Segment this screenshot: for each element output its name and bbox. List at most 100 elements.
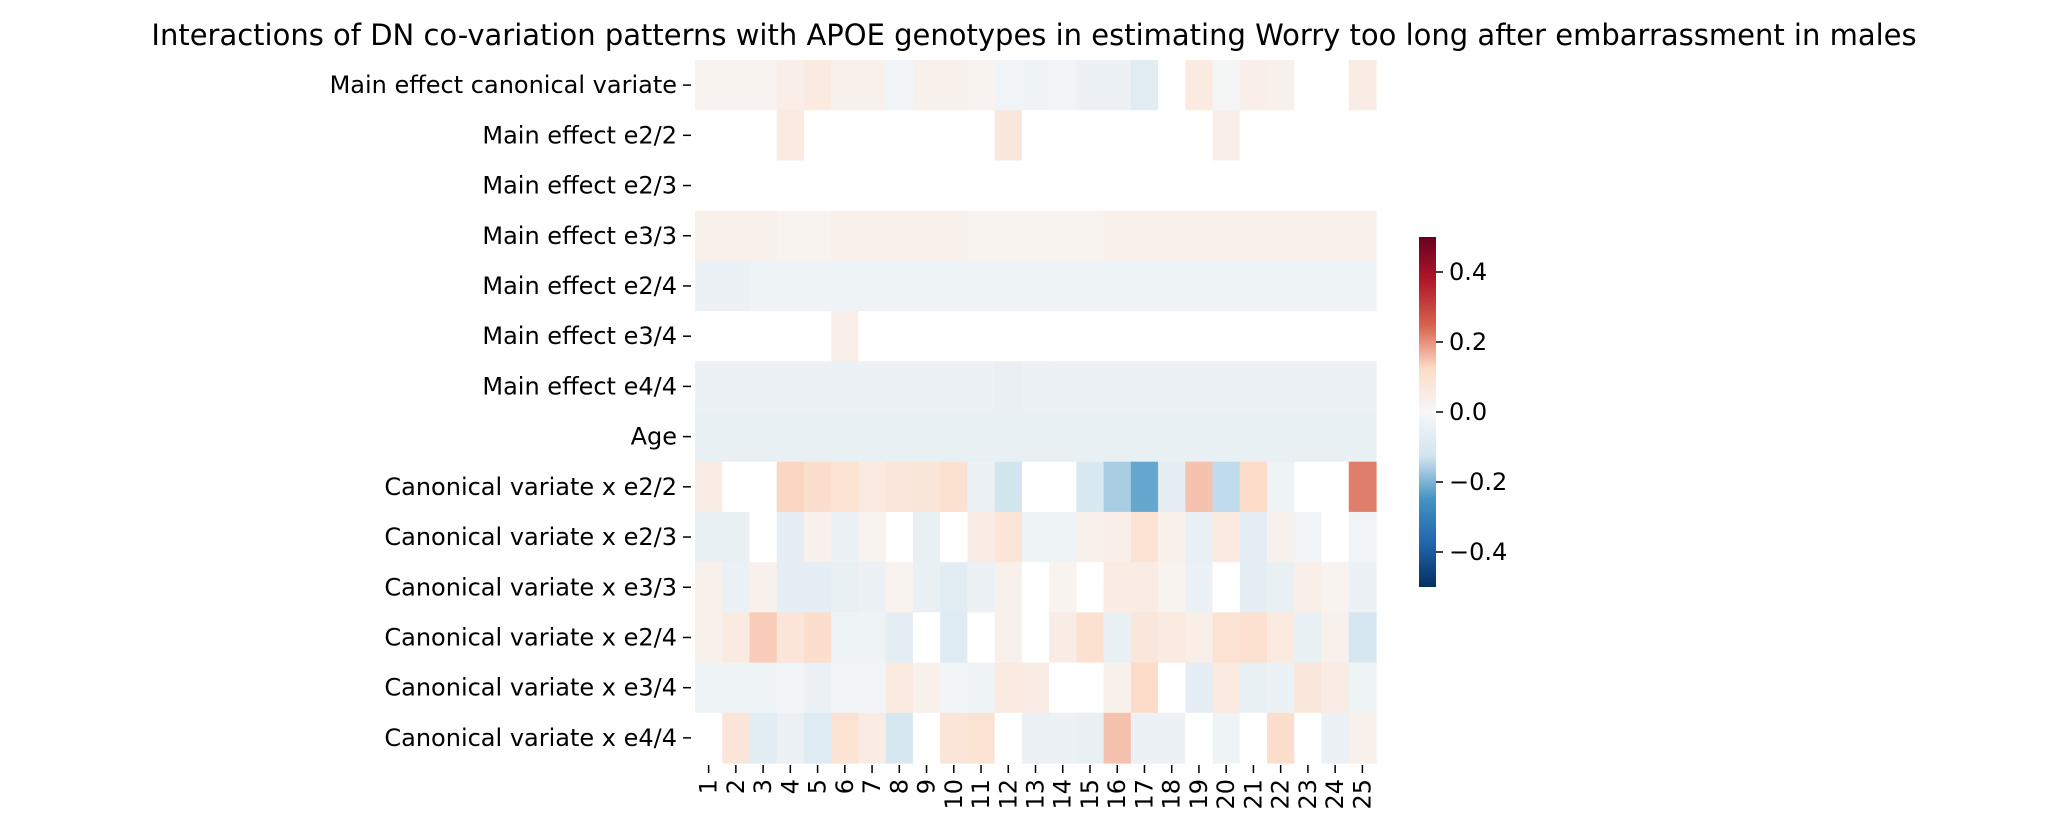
heatmap-cell [1021, 311, 1050, 362]
heatmap-cell [885, 60, 914, 111]
heatmap-cell [885, 210, 914, 262]
heatmap-cell [1348, 562, 1377, 613]
heatmap-cell [695, 712, 723, 764]
heatmap-cell [885, 712, 914, 764]
heatmap-cell [1294, 361, 1323, 413]
heatmap-cell [912, 311, 941, 362]
heatmap-cell [1130, 361, 1159, 413]
heatmap-cell [1049, 361, 1077, 413]
heatmap-cell [1185, 662, 1214, 714]
heatmap-cell [1103, 311, 1132, 362]
heatmap-cell [912, 612, 941, 664]
heatmap-cell [1049, 662, 1077, 714]
heatmap-cell [994, 311, 1023, 362]
heatmap-cell [885, 562, 914, 613]
heatmap-cell [1021, 260, 1050, 312]
heatmap-cell [1267, 160, 1295, 212]
heatmap-cell [994, 210, 1023, 262]
heatmap-cell [695, 461, 723, 513]
heatmap-cell [1267, 361, 1295, 413]
x-tick-label: 4 [776, 779, 804, 794]
heatmap-cell [994, 361, 1023, 413]
heatmap-cell [1321, 110, 1350, 162]
heatmap-cell [749, 260, 778, 312]
heatmap-cell [1103, 662, 1132, 714]
heatmap-cell [1348, 712, 1377, 764]
heatmap-cell [858, 60, 887, 111]
colorbar-tick-label: 0.2 [1449, 328, 1487, 356]
y-tick-label: Canonical variate x e3/4 [384, 674, 677, 702]
heatmap-cell [1267, 662, 1295, 714]
heatmap-cell [776, 160, 805, 212]
heatmap-cell [1185, 60, 1214, 111]
heatmap-cell [1103, 361, 1132, 413]
heatmap-cell [1021, 160, 1050, 212]
heatmap-cell [1049, 511, 1077, 563]
heatmap-cell [776, 461, 805, 513]
heatmap-cell [722, 361, 751, 413]
heatmap-cell [1185, 411, 1214, 463]
heatmap-cell [803, 260, 832, 312]
heatmap-cell [967, 361, 996, 413]
heatmap-cell [1158, 461, 1186, 513]
heatmap-cell [1321, 662, 1350, 714]
heatmap-cell [1158, 712, 1186, 764]
heatmap-cell [1049, 562, 1077, 613]
heatmap-cell [912, 562, 941, 613]
heatmap-cell [1267, 110, 1295, 162]
heatmap-cell [1212, 461, 1241, 513]
colorbar-tick-label: −0.4 [1449, 538, 1507, 566]
heatmap-cell [1049, 411, 1077, 463]
heatmap-cell [1321, 411, 1350, 463]
heatmap-cell [1212, 311, 1241, 362]
heatmap-cell [940, 712, 968, 764]
heatmap-cell [912, 461, 941, 513]
heatmap-cell [967, 411, 996, 463]
heatmap-cell [885, 612, 914, 664]
heatmap-cell [1076, 562, 1105, 613]
heatmap-cell [1076, 662, 1105, 714]
x-tick-label: 17 [1130, 779, 1158, 810]
heatmap-cell [1021, 60, 1050, 111]
x-tick-label: 23 [1294, 779, 1322, 810]
heatmap-cell [1185, 712, 1214, 764]
heatmap-cell [1239, 662, 1268, 714]
heatmap-cell [1185, 562, 1214, 613]
heatmap-cell [1049, 612, 1077, 664]
heatmap-cell [1021, 110, 1050, 162]
heatmap-cell [1130, 411, 1159, 463]
heatmap-cell [776, 562, 805, 613]
heatmap-cell [1321, 60, 1350, 111]
heatmap-cell [967, 110, 996, 162]
heatmap-cell [967, 562, 996, 613]
heatmap-cell [858, 411, 887, 463]
heatmap-cell [776, 662, 805, 714]
heatmap-cell [1158, 260, 1186, 312]
heatmap-cell [994, 712, 1023, 764]
heatmap-cell [940, 160, 968, 212]
heatmap-cell [1158, 210, 1186, 262]
heatmap-cell [695, 210, 723, 262]
heatmap-cell [776, 612, 805, 664]
heatmap-cell [1158, 160, 1186, 212]
heatmap-cell [722, 160, 751, 212]
heatmap-cell [749, 361, 778, 413]
heatmap-cell [776, 511, 805, 563]
heatmap-cell [912, 361, 941, 413]
heatmap-cell [912, 260, 941, 312]
heatmap-cell [1348, 511, 1377, 563]
heatmap-cell [1021, 461, 1050, 513]
x-axis: 1 2 3 4 5 6 7 8 9 10 11 12 13 14 15 16 17 18 19 20 21 22 23 24 2… [695, 765, 1376, 810]
heatmap-cell [1239, 60, 1268, 111]
heatmap-cell [722, 511, 751, 563]
heatmap-cell [1239, 311, 1268, 362]
heatmap-cell [912, 712, 941, 764]
heatmap-cell [1049, 461, 1077, 513]
heatmap-cell [1130, 260, 1159, 312]
heatmap-cell [1212, 60, 1241, 111]
heatmap-cell [1348, 110, 1377, 162]
heatmap-cell [858, 562, 887, 613]
colorbar-gradient [1419, 237, 1436, 587]
heatmap-cell [722, 260, 751, 312]
